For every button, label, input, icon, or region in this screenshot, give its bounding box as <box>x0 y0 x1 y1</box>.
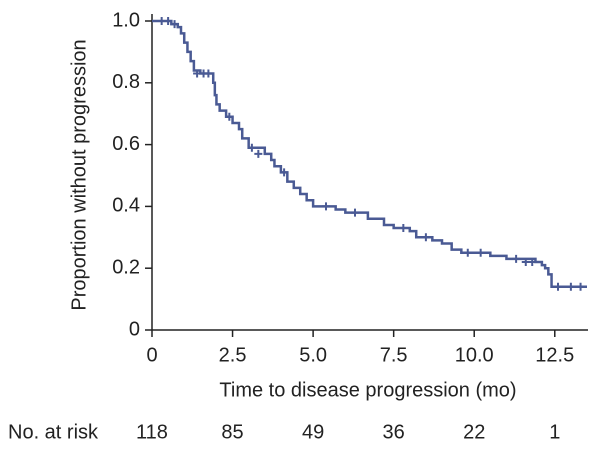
censor-mark <box>476 248 485 257</box>
x-tick-label: 12.5 <box>535 344 574 366</box>
y-tick-label: 0.2 <box>112 256 140 278</box>
censor-mark <box>247 143 256 152</box>
risk-value: 85 <box>221 421 243 443</box>
survival-curve <box>152 19 587 288</box>
censor-mark <box>225 112 234 121</box>
censor-mark <box>566 282 575 291</box>
x-tick-label: 0 <box>146 344 157 366</box>
y-tick-label: 0.6 <box>112 133 140 155</box>
censor-mark <box>280 168 289 177</box>
censor-mark <box>554 282 562 291</box>
x-tick-label: 2.5 <box>219 344 247 366</box>
risk-value: 1 <box>549 421 560 443</box>
x-tick-label: 5.0 <box>299 344 327 366</box>
censor-mark <box>399 224 408 233</box>
censor-mark <box>322 202 330 211</box>
censor-mark <box>576 282 585 291</box>
risk-value: 36 <box>383 421 405 443</box>
x-tick-label: 7.5 <box>380 344 408 366</box>
risk-value: 49 <box>302 421 324 443</box>
x-tick-label: 10.0 <box>455 344 494 366</box>
censor-mark <box>170 20 179 29</box>
y-tick-label: 0.4 <box>112 195 140 217</box>
censor-mark <box>421 233 430 242</box>
y-axis-label: Proportion without progression <box>68 39 90 310</box>
censor-mark <box>164 17 173 25</box>
censor-mark <box>254 149 263 158</box>
censor-mark <box>512 254 521 263</box>
censor-mark <box>351 208 359 217</box>
risk-value: 22 <box>463 421 485 443</box>
y-tick-label: 0.8 <box>112 71 140 93</box>
y-tick-label: 1.0 <box>112 9 140 31</box>
y-tick-label: 0 <box>129 318 140 340</box>
censor-mark <box>204 69 213 78</box>
censor-mark <box>528 258 537 267</box>
censor-mark <box>463 248 472 257</box>
risk-value: 118 <box>136 421 168 443</box>
x-axis-label: Time to disease progression (mo) <box>219 379 516 401</box>
risk-label: No. at risk <box>8 421 99 443</box>
